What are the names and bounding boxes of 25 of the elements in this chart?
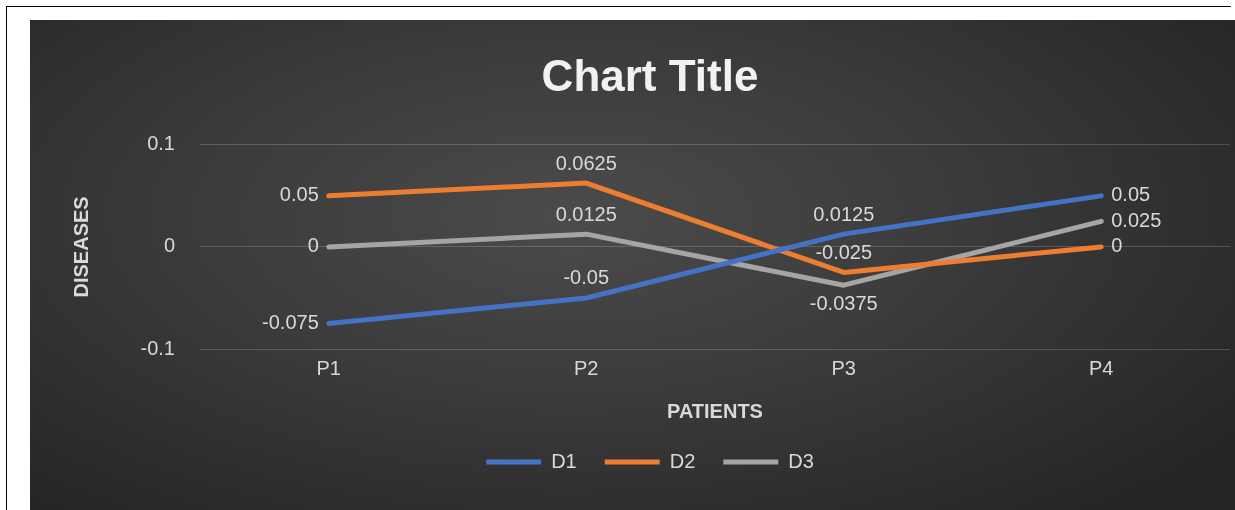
data-label: 0.05 [279,183,319,206]
y-tick-label: 0.1 [147,132,175,155]
data-label: -0.075 [262,310,319,333]
data-label: 0 [1111,234,1123,257]
legend-label: D3 [788,449,814,472]
data-label: 0.0125 [813,202,875,225]
y-tick-label: 0 [163,234,175,257]
y-axis-title: DISEASES [69,196,92,298]
x-tick-label: P3 [831,356,856,379]
x-tick-label: P4 [1089,356,1114,379]
data-label: 0 [307,234,319,257]
legend-label: D2 [669,449,696,472]
data-label: 0.0625 [555,151,617,174]
chart-title: Chart Title [541,50,759,100]
data-label: -0.025 [815,240,873,263]
data-label: -0.0375 [809,291,878,314]
x-tick-label: P2 [574,356,599,379]
data-label: 0.025 [1111,208,1162,231]
data-label: -0.05 [563,266,610,289]
x-axis-title: PATIENTS [667,399,763,422]
legend-label: D1 [551,449,577,472]
data-label: 0.0125 [555,202,617,225]
y-tick-label: -0.1 [140,336,175,359]
data-label: 0.05 [1111,183,1151,206]
x-tick-label: P1 [316,356,341,379]
